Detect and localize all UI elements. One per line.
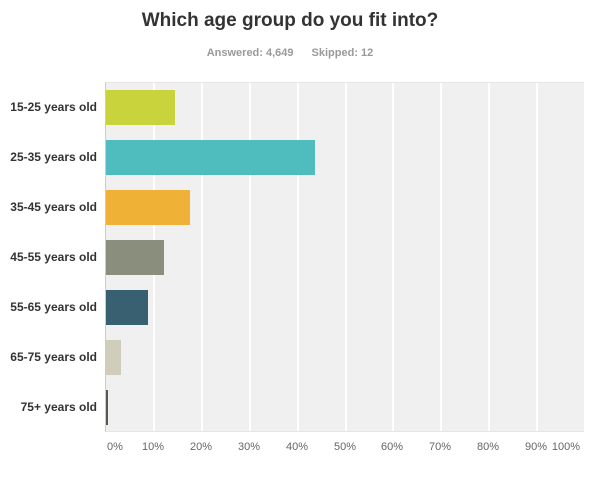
x-tick-40pct: 40%	[285, 441, 309, 453]
category-label-75-years-old: 75+ years old	[20, 400, 97, 414]
chart-title: Which age group do you fit into?	[141, 10, 439, 31]
category-label-25-35-years-old: 25-35 years old	[10, 150, 97, 164]
plot-area	[105, 82, 584, 432]
gridline-40pct	[297, 83, 299, 431]
gridline-80pct	[488, 83, 490, 431]
gridline-20pct	[201, 83, 203, 431]
bar-75-years-old	[106, 390, 108, 425]
x-tick-80pct: 80%	[476, 441, 500, 453]
x-tick-0pct: 0%	[107, 441, 123, 453]
bar-15-25-years-old	[106, 90, 175, 125]
bar-35-45-years-old	[106, 190, 190, 225]
x-tick-20pct: 20%	[189, 441, 213, 453]
category-label-35-45-years-old: 35-45 years old	[10, 200, 97, 214]
gridline-60pct	[392, 83, 394, 431]
skipped-count: Skipped: 12	[311, 47, 374, 59]
gridline-50pct	[345, 83, 347, 431]
chart-subtitle: Answered: 4,649 Skipped: 12	[0, 47, 580, 59]
gridline-30pct	[249, 83, 251, 431]
x-tick-10pct: 10%	[141, 441, 165, 453]
x-tick-60pct: 60%	[380, 441, 404, 453]
category-label-65-75-years-old: 65-75 years old	[10, 350, 97, 364]
category-label-45-55-years-old: 45-55 years old	[10, 250, 97, 264]
x-tick-70pct: 70%	[428, 441, 452, 453]
gridline-90pct	[536, 83, 538, 431]
category-label-15-25-years-old: 15-25 years old	[10, 100, 97, 114]
category-label-55-65-years-old: 55-65 years old	[10, 300, 97, 314]
x-tick-90pct: 90%	[524, 441, 548, 453]
x-tick-30pct: 30%	[237, 441, 261, 453]
answered-count: Answered: 4,649	[206, 47, 294, 59]
bar-55-65-years-old	[106, 290, 148, 325]
x-tick-100pct: 100%	[551, 441, 581, 453]
bar-45-55-years-old	[106, 240, 164, 275]
gridline-70pct	[440, 83, 442, 431]
bar-25-35-years-old	[106, 140, 315, 175]
bar-65-75-years-old	[106, 340, 121, 375]
x-tick-50pct: 50%	[333, 441, 357, 453]
